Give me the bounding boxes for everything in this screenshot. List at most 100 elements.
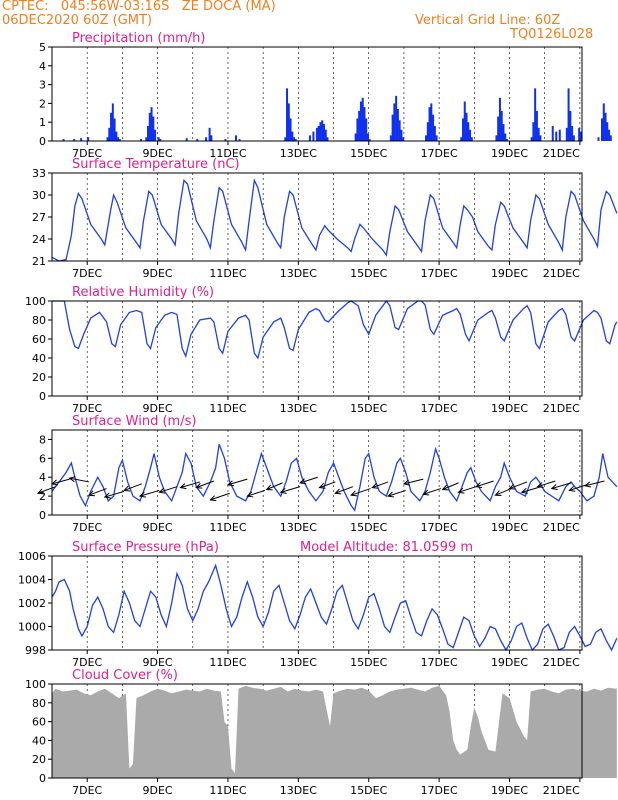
cloud-xtick-label: 7DEC: [72, 784, 102, 797]
wind-xtick-label: 11DEC: [209, 521, 246, 534]
rh-ytick-label: 20: [32, 371, 46, 384]
wind-arrow-head: [158, 487, 166, 494]
pres-xtick-label: 13DEC: [280, 656, 317, 669]
precip-bar: [539, 135, 542, 141]
temp-xtick-label: 13DEC: [280, 267, 317, 280]
header-grid-line: Vertical Grid Line: 60Z: [415, 13, 561, 28]
precip-bar: [108, 127, 111, 141]
precip-bar: [400, 129, 403, 141]
precip-bar: [578, 127, 581, 141]
wind-arrow: [51, 478, 70, 485]
precip-ytick-label: 0: [39, 135, 46, 148]
precip-bar: [565, 127, 568, 141]
precip-bar: [326, 137, 329, 141]
wind-xtick-label: 19DEC: [491, 521, 528, 534]
precip-bar: [118, 139, 121, 141]
precip-bar: [432, 114, 435, 141]
precip-bar: [497, 116, 500, 141]
precip-bar: [463, 101, 466, 141]
precip-bar: [535, 110, 538, 141]
header-model-code: TQ0126L028: [510, 27, 594, 42]
wind-arrow-head: [209, 495, 217, 502]
rh-ytick-label: 40: [32, 352, 46, 365]
precip-bar: [62, 139, 65, 141]
precip-bar: [398, 120, 401, 141]
precip-bar: [425, 135, 428, 141]
wind-arrow-head: [334, 488, 342, 495]
precip-bar: [139, 139, 142, 141]
wind-ytick-label: 8: [39, 433, 46, 446]
precip-bar: [551, 125, 554, 141]
wind-arrow-head: [299, 478, 307, 485]
wind-arrow-head: [536, 482, 544, 488]
precip-bar: [530, 137, 533, 141]
precip-bar: [185, 138, 188, 141]
precip-bar: [196, 139, 199, 141]
wind-arrow-head: [68, 476, 76, 483]
cloud-xtick-label: 9DEC: [143, 784, 173, 797]
pres-line: [51, 563, 618, 652]
pres-panel: [48, 555, 618, 654]
precip-frame: [51, 46, 583, 142]
wind-arrow: [350, 488, 371, 496]
precip-bar: [152, 116, 155, 141]
pres-annotation: Model Altitude: 81.0599 m: [300, 540, 473, 555]
temp-title: Surface Temperature (nC): [72, 157, 240, 172]
header-date: 06DEC2020 60Z (GMT): [2, 13, 153, 28]
cloud-xtick-label: 17DEC: [421, 784, 458, 797]
wind-arrow-head: [520, 487, 528, 494]
cloud-ytick-label: 0: [39, 772, 46, 785]
pres-ytick-label: 1006: [18, 550, 46, 563]
precip-bar: [208, 127, 211, 141]
precip-bar: [294, 139, 297, 141]
wind-arrow: [569, 484, 588, 491]
precip-bar: [498, 97, 501, 141]
precip-bar: [361, 97, 364, 141]
temp-xtick-label: 19DEC: [491, 267, 528, 280]
rh-xtick-label: 15DEC: [350, 402, 387, 415]
temp-xtick-label: 21DEC: [543, 267, 580, 280]
cloud-frame: [51, 683, 583, 779]
precip-bar: [579, 131, 582, 141]
precip-ytick-label: 3: [39, 79, 46, 92]
pres-xtick-label: 19DEC: [491, 656, 528, 669]
precip-xtick-label: 19DEC: [491, 147, 528, 160]
precip-bar: [601, 118, 604, 141]
precip-bar: [500, 110, 503, 141]
cloud-ytick-label: 80: [32, 697, 46, 710]
precip-bar: [145, 137, 148, 141]
wind-arrow-head: [138, 491, 146, 498]
rh-ytick-label: 0: [39, 390, 46, 403]
wind-ytick-label: 6: [39, 452, 46, 465]
wind-arrow-head: [402, 479, 410, 486]
wind-arrow-head: [371, 482, 379, 489]
wind-arrow-head: [123, 485, 131, 492]
wind-arrow-head: [422, 489, 430, 496]
wind-arrow: [423, 488, 442, 495]
precip-bar: [154, 129, 157, 141]
precip-bar: [308, 135, 311, 141]
precip-bar: [393, 103, 396, 141]
wind-arrow: [475, 480, 494, 488]
precip-bar: [147, 125, 150, 141]
precip-bar: [467, 122, 470, 141]
wind-frame: [51, 429, 583, 516]
rh-xtick-label: 13DEC: [280, 402, 317, 415]
temp-ytick-label: 33: [32, 167, 46, 180]
wind-arrow-head: [508, 483, 516, 490]
cloud-ytick-label: 20: [32, 753, 46, 766]
precip-bar: [80, 138, 83, 141]
wind-arrow: [196, 480, 215, 489]
wind-arrow: [458, 486, 477, 493]
wind-arrow-head: [386, 491, 395, 498]
wind-arrow: [227, 478, 248, 486]
precip-bar: [356, 118, 359, 141]
wind-ytick-label: 4: [39, 471, 46, 484]
precip-ytick-label: 4: [39, 60, 46, 73]
rh-frame: [51, 300, 583, 397]
precip-bar: [205, 137, 208, 141]
temp-xtick-label: 7DEC: [72, 267, 102, 280]
precip-bar: [609, 135, 612, 141]
pres-xtick-label: 15DEC: [350, 656, 387, 669]
wind-arrow-head: [550, 484, 558, 491]
